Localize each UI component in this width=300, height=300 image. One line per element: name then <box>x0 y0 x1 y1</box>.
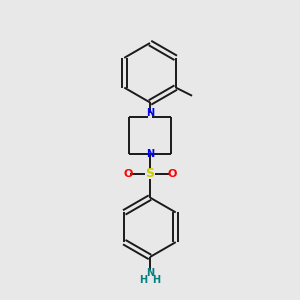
Text: O: O <box>168 169 177 179</box>
Text: O: O <box>123 169 132 179</box>
Text: N: N <box>146 108 154 118</box>
Text: H: H <box>140 275 148 285</box>
Text: H: H <box>152 275 160 285</box>
Text: N: N <box>146 149 154 160</box>
Text: N: N <box>146 268 154 278</box>
Text: S: S <box>146 167 154 180</box>
